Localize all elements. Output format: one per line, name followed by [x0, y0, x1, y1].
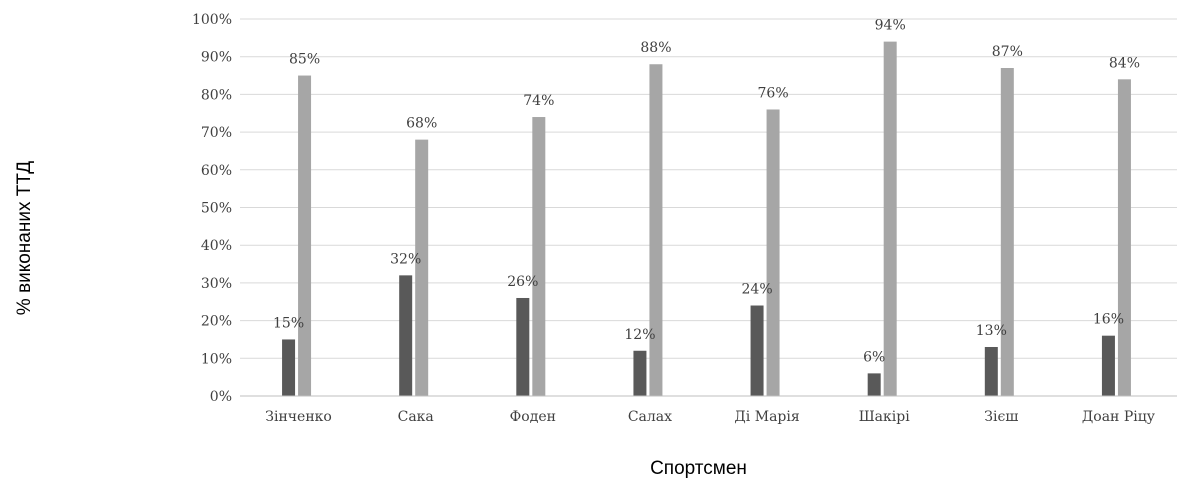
bar: [532, 117, 546, 397]
bar: [516, 297, 530, 396]
bar: [883, 41, 897, 397]
y-axis-ticks: 0% 10% 20% 30% 40% 50% 60% 70% 80% 90% 100%: [192, 12, 232, 405]
x-tick-label: Ді Марія: [734, 409, 799, 425]
x-tick-label: Зінченко: [265, 409, 332, 425]
y-tick-label: 60%: [201, 163, 232, 179]
data-label: 12%: [624, 327, 655, 343]
data-label: 15%: [273, 315, 304, 331]
x-axis-ticks: Зінченко Сака Фоден Салах Ді Марія Шакірі Зієш…: [265, 409, 1155, 425]
y-axis-title: % виконаних ТТД: [14, 161, 35, 315]
y-tick-label: 70%: [201, 125, 232, 141]
y-tick-label: 0%: [210, 389, 232, 405]
bar: [750, 305, 764, 396]
data-label: 74%: [523, 93, 554, 109]
bar: [1000, 68, 1014, 396]
bar: [415, 139, 429, 396]
data-label: 68%: [406, 116, 437, 132]
y-tick-label: 40%: [201, 238, 232, 254]
bar: [1117, 79, 1131, 396]
bar: [1101, 335, 1115, 396]
data-label: 24%: [742, 282, 773, 298]
x-axis-title: Спортсмен: [650, 458, 747, 479]
y-tick-label: 20%: [201, 314, 232, 330]
x-tick-label: Фоден: [510, 409, 556, 425]
bar: [867, 373, 881, 396]
data-label: 32%: [390, 251, 421, 267]
data-label: 76%: [758, 85, 789, 101]
data-label: 84%: [1109, 55, 1140, 71]
data-label: 16%: [1093, 312, 1124, 328]
y-tick-label: 50%: [201, 201, 232, 217]
x-tick-label: Зієш: [984, 409, 1018, 425]
data-label: 88%: [640, 40, 671, 56]
y-tick-label: 100%: [192, 12, 232, 28]
data-label: 13%: [976, 323, 1007, 339]
bar: [766, 109, 780, 396]
y-tick-label: 90%: [201, 50, 232, 66]
data-label: 94%: [875, 18, 906, 34]
x-tick-label: Доан Ріцу: [1082, 409, 1156, 425]
data-label: 87%: [992, 44, 1023, 60]
y-tick-label: 10%: [201, 351, 232, 367]
bar: [633, 350, 647, 396]
x-tick-label: Шакірі: [859, 409, 911, 425]
gridlines: [240, 18, 1177, 359]
bar: [984, 346, 998, 396]
x-tick-label: Салах: [628, 409, 672, 425]
data-labels: 15% 85% 32% 68% 26% 74% 12% 88% 24% 76% 6% 94% 13% 87…: [273, 18, 1140, 366]
bars: [282, 41, 1131, 397]
data-label: 26%: [507, 274, 538, 290]
x-tick-label: Сака: [398, 409, 434, 425]
y-tick-label: 80%: [201, 87, 232, 103]
y-tick-label: 30%: [201, 276, 232, 292]
bar: [649, 64, 663, 397]
data-label: 85%: [289, 52, 320, 68]
data-label: 6%: [863, 349, 885, 365]
bar: [298, 75, 312, 397]
bar: [399, 275, 413, 396]
bar: [282, 339, 296, 396]
